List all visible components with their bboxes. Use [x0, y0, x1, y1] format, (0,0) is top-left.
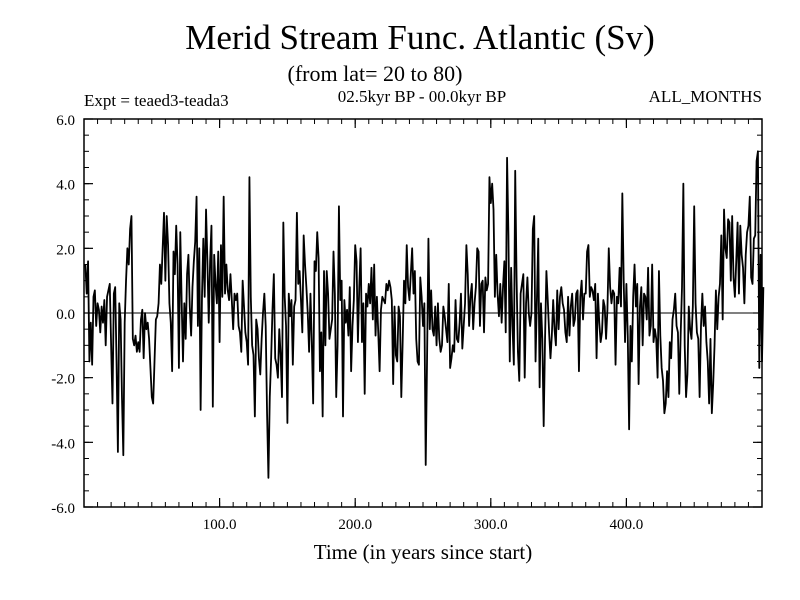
chart-subtitle: (from lat= 20 to 80) [288, 61, 463, 86]
x-axis-label: Time (in years since start) [314, 540, 533, 564]
x-tick-label: 100.0 [203, 517, 237, 533]
experiment-label: Expt = teaed3-teada3 [84, 91, 229, 110]
period-label: 02.5kyr BP - 00.0kyr BP [338, 87, 506, 106]
x-tick-label: 300.0 [474, 517, 508, 533]
y-tick-label: 2.0 [56, 242, 75, 258]
y-tick-label: 4.0 [56, 178, 75, 194]
y-tick-label: -4.0 [51, 436, 75, 452]
y-tick-label: -6.0 [51, 501, 75, 517]
plot-area [83, 118, 765, 508]
x-tick-label: 200.0 [338, 517, 372, 533]
x-tick-label: 400.0 [610, 517, 644, 533]
x-axis-ticks: 100.0 200.0 300.0 400.0 [97, 119, 749, 533]
y-tick-label: 0.0 [56, 307, 75, 323]
y-tick-label: -2.0 [51, 372, 75, 388]
y-axis-ticks: -6.0 -4.0 -2.0 0.0 2.0 4.0 6.0 [51, 113, 762, 517]
months-label: ALL_MONTHS [649, 87, 762, 106]
chart-title: Merid Stream Func. Atlantic (Sv) [185, 18, 655, 57]
y-tick-label: 6.0 [56, 113, 75, 129]
series-line [84, 150, 765, 479]
